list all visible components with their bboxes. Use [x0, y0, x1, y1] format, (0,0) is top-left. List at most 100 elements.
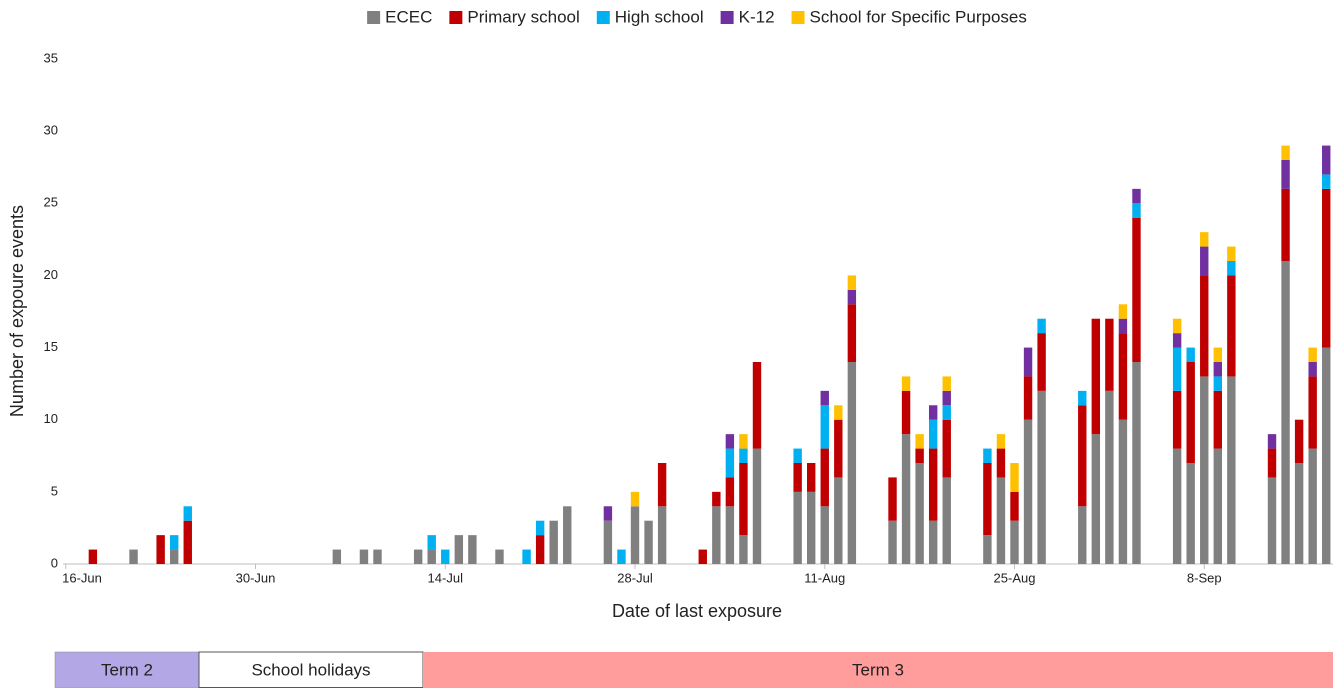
bar-segment — [820, 405, 829, 449]
term-band — [198, 651, 424, 688]
bar-segment — [1172, 390, 1182, 449]
bar-segment — [928, 520, 938, 564]
bar-segment — [901, 390, 911, 435]
bar-segment — [752, 362, 762, 449]
bar-segment — [1172, 333, 1182, 348]
bar-segment — [739, 463, 748, 536]
bar-segment — [1105, 318, 1114, 391]
bar-segment — [1023, 376, 1033, 420]
bar-segment — [996, 434, 1006, 449]
bar-segment — [1227, 376, 1236, 564]
bar-segment — [549, 520, 558, 564]
legend-label: High school — [615, 7, 704, 26]
bar-segment — [820, 448, 829, 507]
bar-segment — [1281, 160, 1290, 189]
bar-segment — [1322, 174, 1331, 189]
bar-segment — [1105, 390, 1114, 564]
bar-segment — [1118, 419, 1128, 564]
bar-segment — [1037, 318, 1046, 334]
bar-segment — [1267, 434, 1277, 449]
bar-segment — [793, 463, 802, 492]
bar-segment — [996, 477, 1006, 564]
bar-segment — [942, 419, 951, 478]
bar-segment — [928, 405, 938, 420]
bar-segment — [535, 520, 545, 536]
bar-segment — [1091, 434, 1101, 564]
legend-label: School for Specific Purposes — [810, 7, 1027, 26]
x-tick-label: 28-Jul — [617, 570, 653, 585]
bar-segment — [1267, 448, 1277, 478]
bar-segment — [1172, 347, 1182, 391]
bar-segment — [793, 448, 802, 463]
bar-segment — [820, 506, 829, 564]
bar-segment — [942, 376, 951, 391]
bar-segment — [332, 549, 342, 564]
x-tick-label: 16-Jun — [62, 570, 102, 585]
bar-segment — [427, 535, 436, 550]
legend-swatch — [720, 11, 734, 24]
bar-segment — [495, 549, 504, 564]
bar-segment — [603, 520, 613, 564]
bar-segment — [725, 477, 735, 507]
bar-segment — [1010, 463, 1019, 492]
bar-segment — [983, 463, 992, 536]
bar-segment — [1308, 376, 1317, 449]
bar-segment — [1322, 145, 1331, 175]
bar-segment — [603, 506, 613, 521]
bar-segment — [441, 549, 450, 564]
bar-segment — [1294, 463, 1304, 564]
bar-segment — [1281, 145, 1290, 160]
bar-segment — [1200, 246, 1209, 276]
bar-segment — [942, 405, 951, 420]
bar-segment — [942, 390, 951, 406]
bar-segment — [413, 549, 423, 564]
bar-segment — [1078, 390, 1087, 406]
bar-segment — [739, 535, 748, 564]
y-tick-label: 25 — [44, 195, 58, 210]
y-tick-label: 35 — [44, 50, 58, 65]
bar-segment — [807, 491, 816, 564]
bar-segment — [847, 275, 857, 290]
bar-segment — [630, 506, 640, 564]
bar-segment — [1213, 390, 1222, 449]
bar-segment — [1010, 520, 1019, 564]
bar-segment — [1186, 362, 1195, 463]
bar-segment — [1227, 275, 1236, 377]
bar-segment — [901, 376, 911, 391]
legend-label: ECEC — [385, 7, 432, 26]
bar-segment — [807, 463, 816, 492]
bar-segment — [129, 549, 138, 564]
bar-segment — [1308, 362, 1317, 377]
bar-segment — [1267, 477, 1277, 564]
x-axis-title: Date of last exposure — [612, 601, 782, 621]
bar-segment — [847, 362, 857, 564]
bar-segment — [1200, 275, 1209, 377]
bar-segment — [183, 506, 192, 521]
bar-segment — [1213, 448, 1222, 564]
bar-segment — [739, 434, 748, 449]
bar-segment — [915, 434, 924, 449]
bar-segment — [1281, 188, 1290, 261]
y-tick-label: 10 — [44, 411, 58, 426]
bar-segment — [1322, 347, 1331, 564]
bar-segment — [617, 549, 626, 564]
term-label: Term 2 — [101, 660, 153, 679]
y-tick-label: 30 — [44, 123, 58, 138]
bar-segment — [1132, 188, 1141, 204]
bar-segment — [739, 448, 748, 463]
bar-segment — [1294, 419, 1304, 463]
bar-segment — [427, 549, 436, 564]
bar-segment — [983, 448, 992, 463]
bar-segment — [373, 549, 382, 564]
term-label: Term 3 — [852, 660, 904, 679]
bar-segment — [847, 304, 857, 362]
bar-segment — [915, 463, 924, 564]
bar-segment — [1132, 217, 1141, 362]
bar-segment — [1200, 232, 1209, 247]
bar-segment — [725, 506, 735, 564]
y-axis-title: Number of expoure events — [7, 205, 27, 417]
bar-segment — [725, 448, 735, 478]
bar-segment — [1308, 448, 1317, 564]
x-tick-label: 11-Aug — [804, 570, 845, 585]
legend-label: K-12 — [739, 7, 775, 26]
